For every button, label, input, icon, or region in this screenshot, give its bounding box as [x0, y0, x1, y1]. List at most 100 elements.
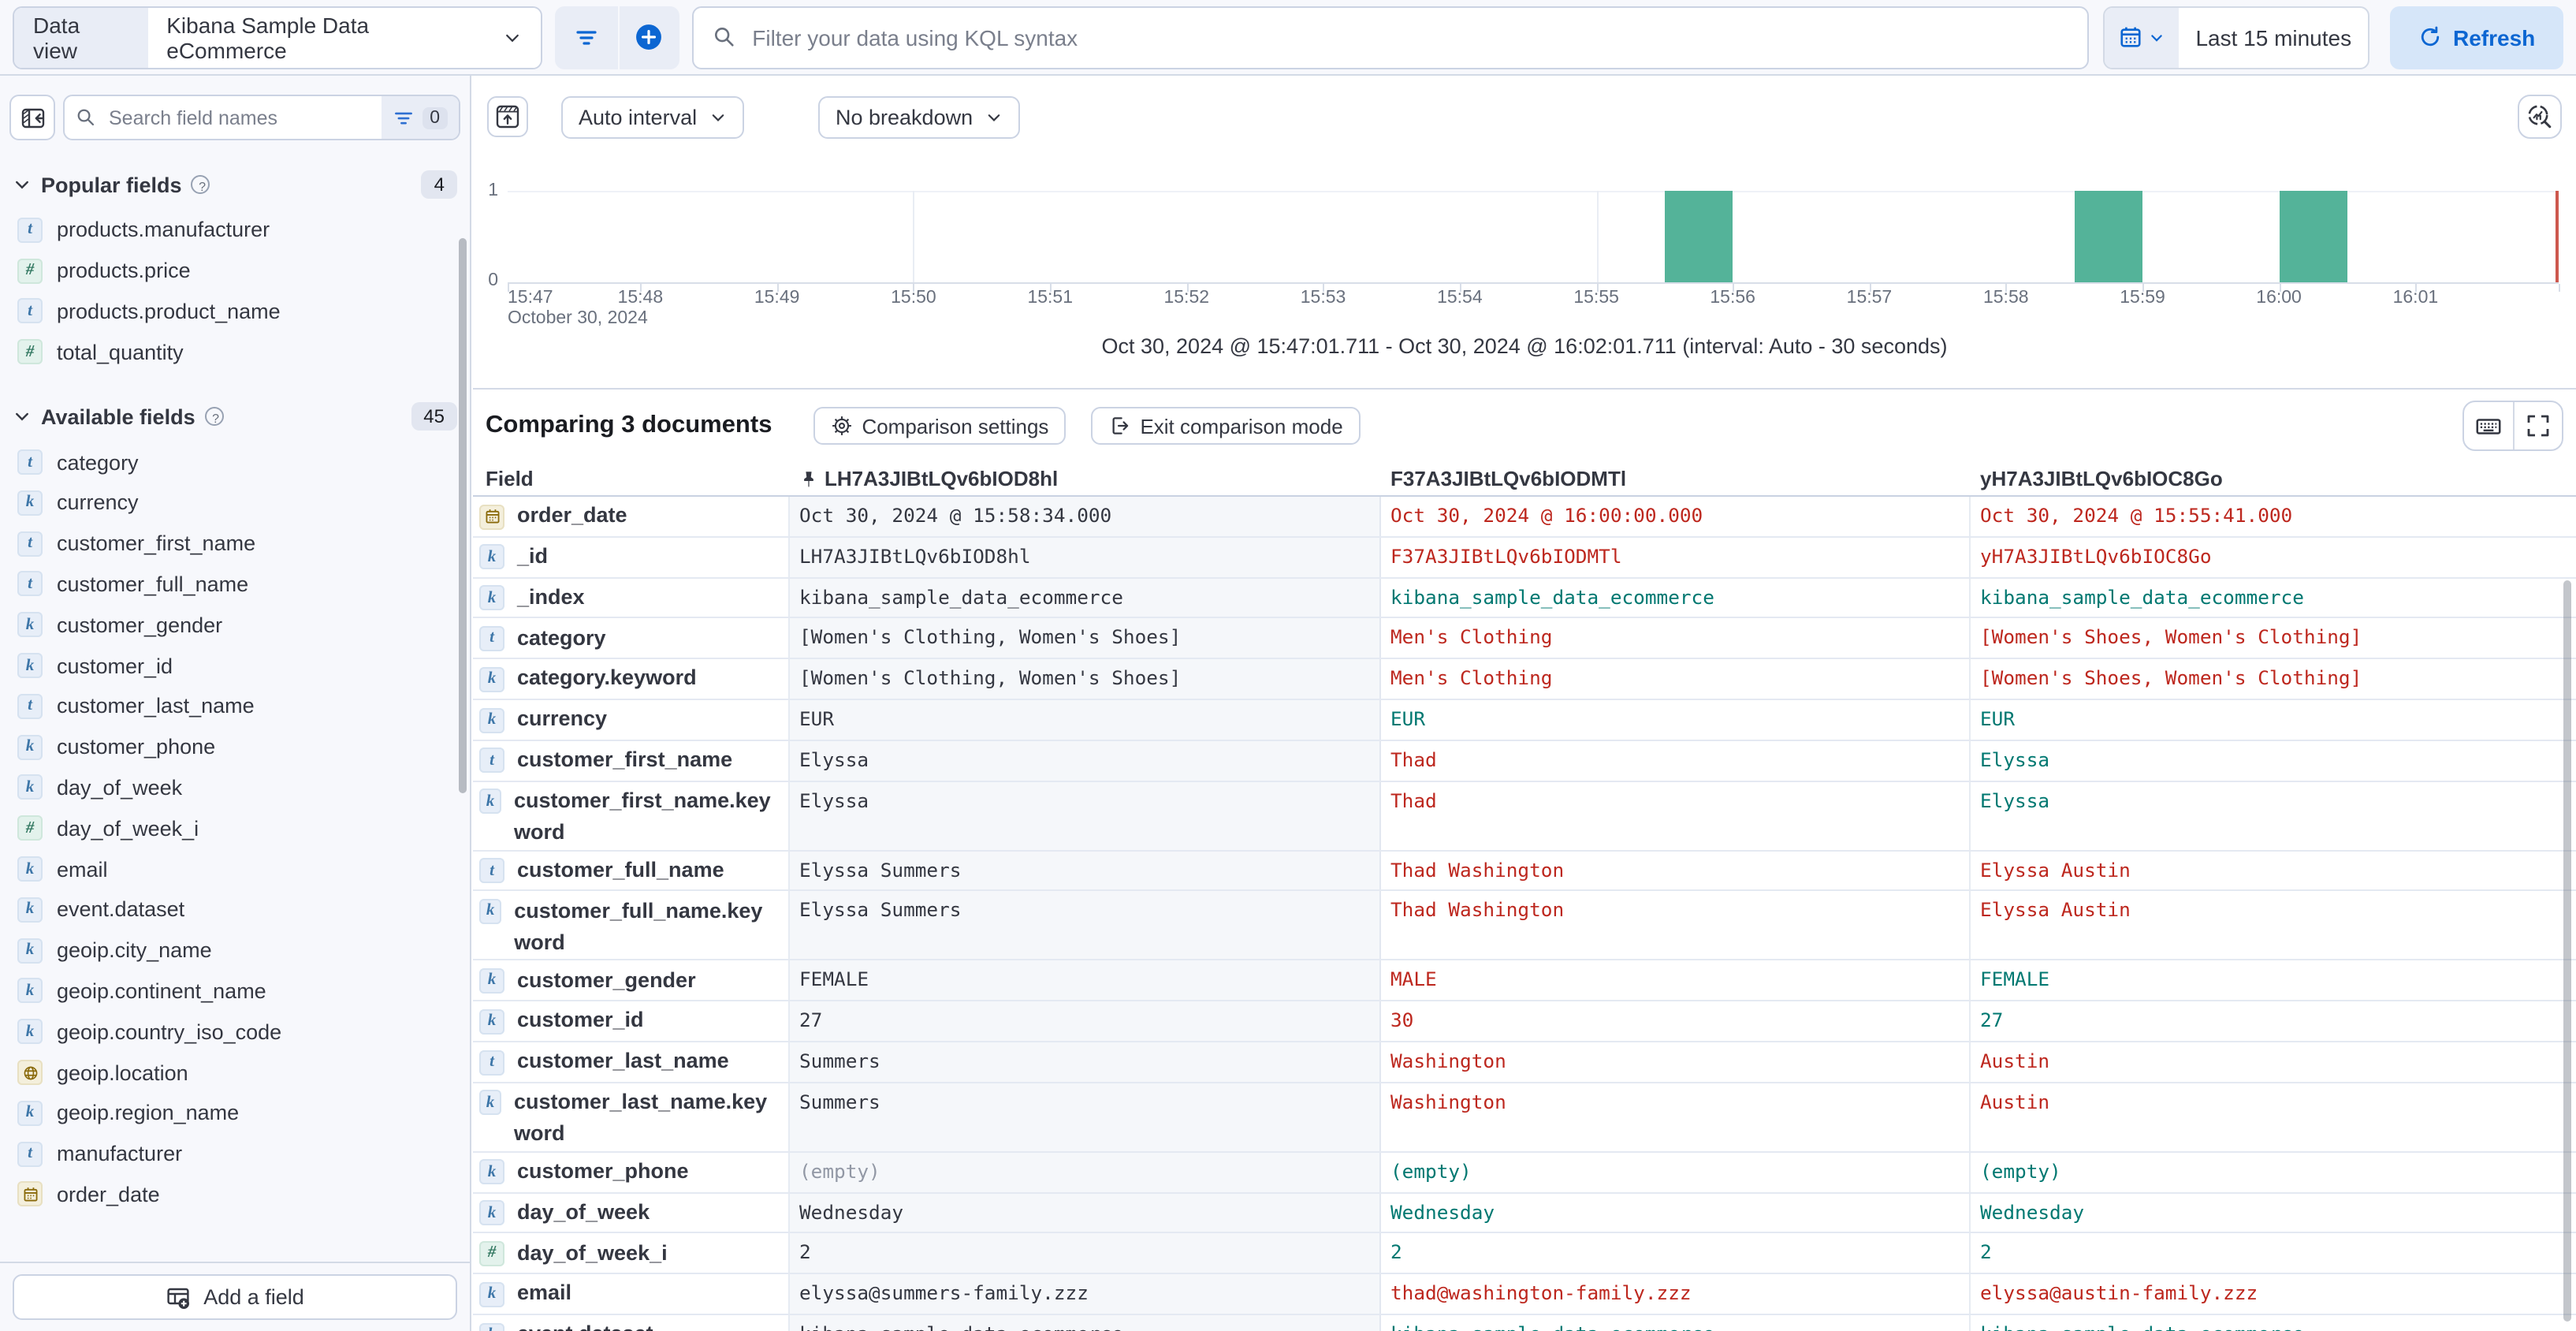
doc-column-header[interactable]: F37A3JIBtLQv6bIODMTl: [1381, 467, 1971, 490]
field-list-item[interactable]: k currency: [0, 483, 470, 524]
field-list-item[interactable]: # total_quantity: [0, 332, 470, 373]
field-value: MALE: [1390, 968, 1437, 991]
popular-fields-header[interactable]: Popular fields 4: [0, 153, 470, 205]
field-list-item[interactable]: k geoip.continent_name: [0, 971, 470, 1012]
histogram-bar[interactable]: [2279, 191, 2347, 282]
saved-query-menu-button[interactable]: [555, 6, 617, 69]
popular-fields-title: Popular fields: [41, 173, 182, 196]
histogram-plot[interactable]: [508, 191, 2560, 292]
field-list-item[interactable]: # products.price: [0, 251, 470, 292]
kql-search-input[interactable]: [749, 23, 2069, 51]
field-list-item[interactable]: k geoip.region_name: [0, 1093, 470, 1134]
field-list-item[interactable]: t products.product_name: [0, 291, 470, 332]
axis-tick: [1459, 284, 1461, 292]
keyword-token-icon: k: [17, 856, 43, 882]
table-scrollbar[interactable]: [2563, 580, 2571, 1322]
time-range-button[interactable]: Last 15 minutes: [2179, 7, 2368, 67]
field-value: Elyssa: [1980, 789, 2050, 812]
axis-tick: [1596, 284, 1599, 292]
number-token-icon: #: [17, 258, 43, 284]
value-cell: Thad Washington: [1381, 851, 1971, 890]
field-name-cell: k _index: [473, 578, 790, 617]
value-cell: Washington: [1381, 1042, 1971, 1082]
field-list-item[interactable]: k geoip.country_iso_code: [0, 1012, 470, 1053]
keyword-token-icon: k: [17, 653, 43, 679]
sidebar-search-row: 0: [0, 76, 470, 153]
keyword-token-icon: k: [17, 734, 43, 760]
explore-in-lens-button[interactable]: [2518, 95, 2562, 139]
refresh-button[interactable]: Refresh: [2390, 6, 2563, 69]
value-cell: Austin: [1971, 1083, 2576, 1151]
chevron-down-icon: [506, 33, 519, 42]
field-list-item[interactable]: k email: [0, 848, 470, 889]
value-cell: EUR: [790, 699, 1381, 740]
x-axis-tick-label: 15:54: [1437, 289, 1483, 308]
field-list-item[interactable]: t customer_last_name: [0, 686, 470, 727]
field-label: products.product_name: [57, 299, 281, 323]
x-axis-tick-label: 15:53: [1300, 289, 1346, 308]
available-fields-header[interactable]: Available fields 45: [0, 385, 470, 437]
value-cell: 27: [790, 1001, 1381, 1041]
table-row: t customer_last_name Summers Washington Aust…: [473, 1042, 2576, 1083]
kql-search-bar[interactable]: [692, 6, 2090, 69]
add-field-button[interactable]: Add a field: [13, 1274, 457, 1320]
field-list-item[interactable]: t customer_first_name: [0, 524, 470, 565]
collapse-sidebar-button[interactable]: [9, 95, 55, 140]
field-search-input[interactable]: [106, 105, 370, 130]
field-list-item[interactable]: t customer_full_name: [0, 564, 470, 605]
sidebar-scrollbar[interactable]: [459, 238, 467, 793]
add-filter-button[interactable]: [617, 6, 679, 69]
pinned-doc-column-header[interactable]: LH7A3JIBtLQv6bIOD8hl: [790, 467, 1381, 490]
x-axis-tick-label: 16:01: [2392, 289, 2439, 308]
field-list-item[interactable]: k customer_phone: [0, 727, 470, 768]
field-filter-button[interactable]: 0: [381, 96, 459, 139]
field-name: order_date: [517, 503, 627, 528]
field-value: Oct 30, 2024 @ 15:55:41.000: [1980, 505, 2293, 527]
field-label: products.price: [57, 259, 191, 283]
interval-dropdown[interactable]: Auto interval: [561, 96, 745, 139]
keyword-token-icon: k: [479, 1090, 501, 1116]
field-list-item[interactable]: k event.dataset: [0, 889, 470, 930]
breakdown-dropdown[interactable]: No breakdown: [818, 96, 1021, 139]
field-value: Elyssa Austin: [1980, 899, 2131, 922]
table-row: order_date Oct 30, 2024 @ 15:58:34.000 Oct…: [473, 497, 2576, 538]
doc-column-header[interactable]: yH7A3JIBtLQv6bIOC8Go: [1971, 467, 2576, 490]
value-cell: Elyssa Summers: [790, 891, 1381, 960]
field-list-item[interactable]: t manufacturer: [0, 1133, 470, 1174]
field-label: total_quantity: [57, 340, 184, 364]
field-list-item[interactable]: t category: [0, 442, 470, 483]
field-list-item[interactable]: geoip.location: [0, 1052, 470, 1093]
field-list-item[interactable]: k customer_gender: [0, 605, 470, 646]
keyword-token-icon: k: [17, 938, 43, 964]
time-picker-calendar-button[interactable]: [2105, 7, 2180, 67]
axis-tick: [1186, 284, 1189, 292]
filter-lines-icon: [576, 30, 597, 44]
field-list-item[interactable]: order_date: [0, 1174, 470, 1215]
x-axis-line: [508, 282, 2559, 284]
field-name: customer_full_name.keyword: [514, 898, 763, 954]
field-list-item[interactable]: k day_of_week: [0, 767, 470, 808]
histogram-bar[interactable]: [2074, 191, 2143, 282]
histogram-bar[interactable]: [1664, 191, 1733, 282]
field-value: 27: [1980, 1009, 2004, 1032]
field-label: customer_first_name: [57, 531, 256, 556]
field-list-item[interactable]: k customer_id: [0, 645, 470, 686]
fullscreen-button[interactable]: [2513, 402, 2562, 449]
hide-chart-button[interactable]: [487, 96, 528, 137]
field-list-item[interactable]: k geoip.city_name: [0, 930, 470, 971]
keyboard-shortcuts-button[interactable]: [2464, 402, 2513, 449]
field-list-item[interactable]: t products.manufacturer: [0, 210, 470, 251]
field-list-item[interactable]: # day_of_week_i: [0, 808, 470, 849]
value-cell: 30: [1381, 1001, 1971, 1041]
field-label: day_of_week_i: [57, 816, 199, 841]
text-token-icon: t: [17, 693, 43, 719]
value-cell: Wednesday: [790, 1193, 1381, 1232]
data-view-picker: Data view Kibana Sample Data eCommerce: [13, 6, 543, 69]
field-name-cell: t customer_full_name: [473, 851, 790, 890]
comparison-settings-button[interactable]: Comparison settings: [813, 407, 1067, 445]
time-range-value: Last 15 minutes: [2195, 24, 2352, 50]
field-value: kibana_sample_data_ecommerce: [790, 1315, 1379, 1331]
data-view-selector[interactable]: Kibana Sample Data eCommerce: [147, 7, 542, 67]
gear-icon: [832, 416, 851, 435]
exit-comparison-button[interactable]: Exit comparison mode: [1091, 407, 1361, 445]
